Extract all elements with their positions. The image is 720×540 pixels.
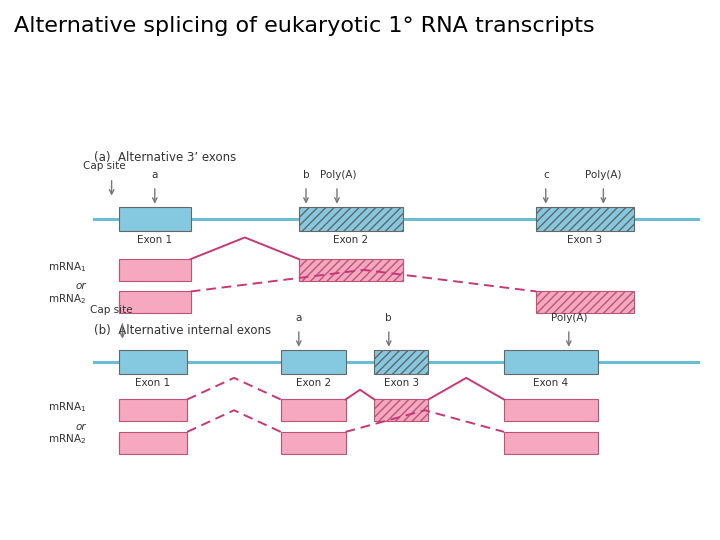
Text: Poly(A): Poly(A) [551,313,587,322]
Bar [119,432,187,454]
Text: (a)  Alternative 3’ exons: (a) Alternative 3’ exons [94,151,236,164]
Text: Exon 3: Exon 3 [567,235,603,245]
Text: mRNA$_1$: mRNA$_1$ [48,400,86,414]
Text: Cap site: Cap site [90,305,133,314]
Bar [536,206,634,231]
Text: b: b [385,313,392,322]
Text: Exon 4: Exon 4 [534,378,568,388]
Text: Poly(A): Poly(A) [320,170,356,179]
Text: mRNA$_1$: mRNA$_1$ [48,260,86,274]
Bar [504,432,598,454]
Bar [119,259,191,281]
Bar [119,292,191,313]
Text: Cap site: Cap site [83,161,126,172]
Text: mRNA$_2$: mRNA$_2$ [48,292,86,306]
Bar [281,400,346,421]
Bar [299,259,403,281]
Bar [504,400,598,421]
Bar [119,350,187,374]
Bar [119,206,191,231]
Text: or: or [76,422,86,431]
Bar [299,206,403,231]
Text: or: or [76,281,86,291]
Text: Exon 2: Exon 2 [296,378,330,388]
Bar [374,400,428,421]
Text: b: b [302,170,310,179]
Bar [119,400,187,421]
Text: Poly(A): Poly(A) [585,170,621,179]
Text: Exon 3: Exon 3 [384,378,419,388]
Text: Exon 2: Exon 2 [333,235,369,245]
Text: (b)  Alternative internal exons: (b) Alternative internal exons [94,324,271,337]
Text: a: a [152,170,158,179]
Text: c: c [543,170,549,179]
Bar [536,292,634,313]
Bar [281,432,346,454]
Bar [374,350,428,374]
Text: Exon 1: Exon 1 [135,378,171,388]
Text: mRNA$_2$: mRNA$_2$ [48,433,86,447]
Bar [281,350,346,374]
Text: Alternative splicing of eukaryotic 1° RNA transcripts: Alternative splicing of eukaryotic 1° RN… [14,16,595,36]
Bar [504,350,598,374]
Text: a: a [296,313,302,322]
Text: Exon 1: Exon 1 [138,235,172,245]
